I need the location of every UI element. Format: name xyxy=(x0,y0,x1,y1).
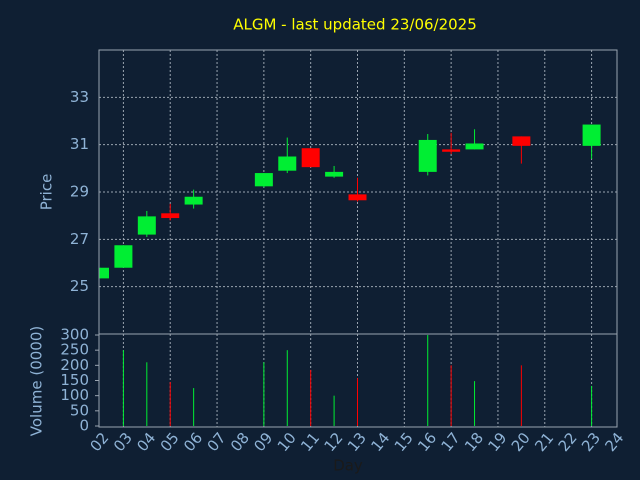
candle-body xyxy=(442,149,461,152)
candle-body xyxy=(348,194,367,201)
volume-tick-label: 250 xyxy=(60,341,89,359)
volume-panel-frame xyxy=(98,333,618,428)
y-tick-label: 33 xyxy=(70,88,89,106)
volume-axis-label: Volume (0000) xyxy=(28,326,46,436)
volume-tick-label: 200 xyxy=(60,356,89,374)
candle-body xyxy=(418,139,437,172)
volume-tick-label: 100 xyxy=(60,386,89,404)
volume-tick-label: 0 xyxy=(79,417,89,435)
candle-body xyxy=(301,148,320,168)
candle-body xyxy=(465,143,484,150)
y-axis-label: Price xyxy=(38,174,56,211)
chart-title: ALGM - last updated 23/06/2025 xyxy=(233,16,477,34)
volume-tick-label: 300 xyxy=(60,326,89,344)
candle-body xyxy=(325,171,344,177)
candle-body xyxy=(512,136,531,146)
candle-body xyxy=(184,196,203,205)
candle-body xyxy=(137,216,156,235)
volume-tick-label: 50 xyxy=(70,401,89,419)
y-tick-label: 29 xyxy=(70,183,89,201)
candle-body xyxy=(254,173,273,187)
volume-tick-label: 150 xyxy=(60,371,89,389)
candle-body xyxy=(582,124,601,146)
y-tick-label: 27 xyxy=(70,230,89,248)
candle-body xyxy=(161,213,180,219)
candle-body xyxy=(114,245,133,268)
candle-body xyxy=(100,267,109,279)
x-axis-label: Day xyxy=(333,457,363,475)
y-tick-label: 31 xyxy=(70,135,89,153)
y-tick-label: 25 xyxy=(70,277,89,295)
candle-body xyxy=(278,156,297,171)
